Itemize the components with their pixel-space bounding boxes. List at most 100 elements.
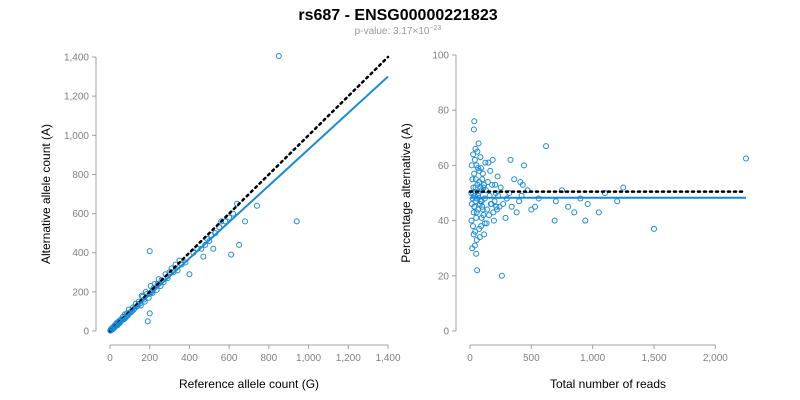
y-axis-label: Alternative allele count (A) (39, 124, 53, 264)
x-axis-label: Reference allele count (G) (179, 377, 319, 391)
data-point (469, 176, 476, 183)
data-point (242, 218, 249, 225)
y-tick-label: 1,400 (64, 53, 89, 64)
data-point (182, 259, 189, 266)
data-point (475, 140, 482, 147)
data-point (473, 209, 480, 216)
x-tick-label: 800 (261, 353, 278, 364)
y-tick-label: 0 (443, 327, 449, 338)
subtitle-exponent: −23 (429, 25, 441, 32)
y-axis-label: Percentage alternative (A) (399, 123, 413, 262)
y-tick-label: 400 (72, 248, 89, 259)
y-tick-label: 100 (432, 51, 449, 62)
x-tick-label: 1,500 (641, 353, 666, 364)
data-point (508, 203, 515, 210)
left-panel: 0 200 400 600 800 1,000 1,200 1,400 0 200 400 600 80… (39, 53, 401, 392)
data-point (584, 201, 591, 208)
data-point (528, 206, 535, 213)
chart-title: rs687 - ENSG00000221823 (298, 7, 497, 24)
data-point (471, 118, 478, 125)
y-tick-label: 1,000 (64, 131, 89, 142)
data-point (516, 198, 523, 205)
data-point (485, 159, 492, 166)
data-point (470, 231, 477, 238)
x-tick-label: 1,200 (336, 353, 361, 364)
data-point (473, 214, 480, 221)
data-point (498, 272, 505, 279)
data-point (551, 217, 558, 224)
data-point (471, 242, 478, 249)
chart-subtitle: p-value: 3.17×10−23 (355, 25, 442, 37)
data-point (477, 154, 484, 161)
data-point (614, 198, 621, 205)
data-point (210, 245, 217, 252)
x-tick-label: 400 (181, 353, 198, 364)
data-point (471, 203, 478, 210)
data-point (200, 253, 207, 260)
data-point (520, 162, 527, 169)
data-point (524, 187, 531, 194)
subtitle-prefix: p-value: 3.17×10 (355, 26, 430, 37)
data-point (490, 217, 497, 224)
data-point (479, 203, 486, 210)
data-point (469, 223, 476, 230)
data-point (468, 217, 475, 224)
data-point (484, 206, 491, 213)
x-axis-label: Total number of reads (550, 377, 666, 391)
data-point (481, 220, 488, 227)
data-point (601, 190, 608, 196)
data-point (471, 156, 478, 163)
y-tick-label: 600 (72, 209, 89, 220)
x-tick-label: 1,000 (580, 353, 605, 364)
data-point (476, 225, 483, 232)
data-point (489, 156, 496, 163)
data-point (472, 184, 479, 191)
data-point (478, 214, 485, 221)
data-point (543, 143, 550, 150)
data-point (470, 184, 477, 191)
data-point (743, 155, 749, 162)
data-point (146, 248, 153, 255)
y-tick-label: 60 (438, 161, 450, 172)
data-point (620, 184, 627, 191)
data-point (468, 162, 475, 169)
data-point (651, 225, 657, 232)
data-point (494, 173, 501, 180)
data-point (565, 203, 572, 210)
x-tick-label: 1,000 (296, 353, 321, 364)
data-point (492, 181, 499, 188)
data-point (478, 165, 485, 172)
data-point (517, 178, 524, 185)
data-point (479, 176, 486, 183)
data-point (228, 251, 235, 258)
x-tick-label: 1,400 (375, 353, 400, 364)
data-point (479, 170, 486, 177)
x-tick-label: 2,000 (703, 353, 728, 364)
data-point (493, 203, 500, 210)
data-point (582, 217, 589, 224)
data-point (482, 159, 489, 166)
data-point (490, 209, 497, 216)
data-point (253, 202, 260, 209)
right-panel: 0 20 40 60 80 100 0 500 1,000 1,500 2,000 Total num… (399, 51, 749, 391)
data-point (489, 181, 496, 188)
data-point (474, 165, 481, 172)
y-tick-label: 80 (438, 106, 450, 117)
data-point (146, 310, 153, 317)
data-point (552, 198, 559, 205)
data-point (506, 190, 513, 196)
data-point (532, 203, 539, 210)
data-point (144, 318, 151, 325)
data-point (470, 209, 477, 216)
data-point (502, 214, 509, 221)
data-point (236, 241, 243, 248)
data-point (493, 206, 500, 213)
y-tick-label: 800 (72, 170, 89, 181)
x-tick-label: 0 (107, 353, 113, 364)
data-point (595, 209, 602, 216)
data-point (470, 151, 477, 158)
y-tick-label: 1,200 (64, 92, 89, 103)
data-point (486, 212, 493, 219)
